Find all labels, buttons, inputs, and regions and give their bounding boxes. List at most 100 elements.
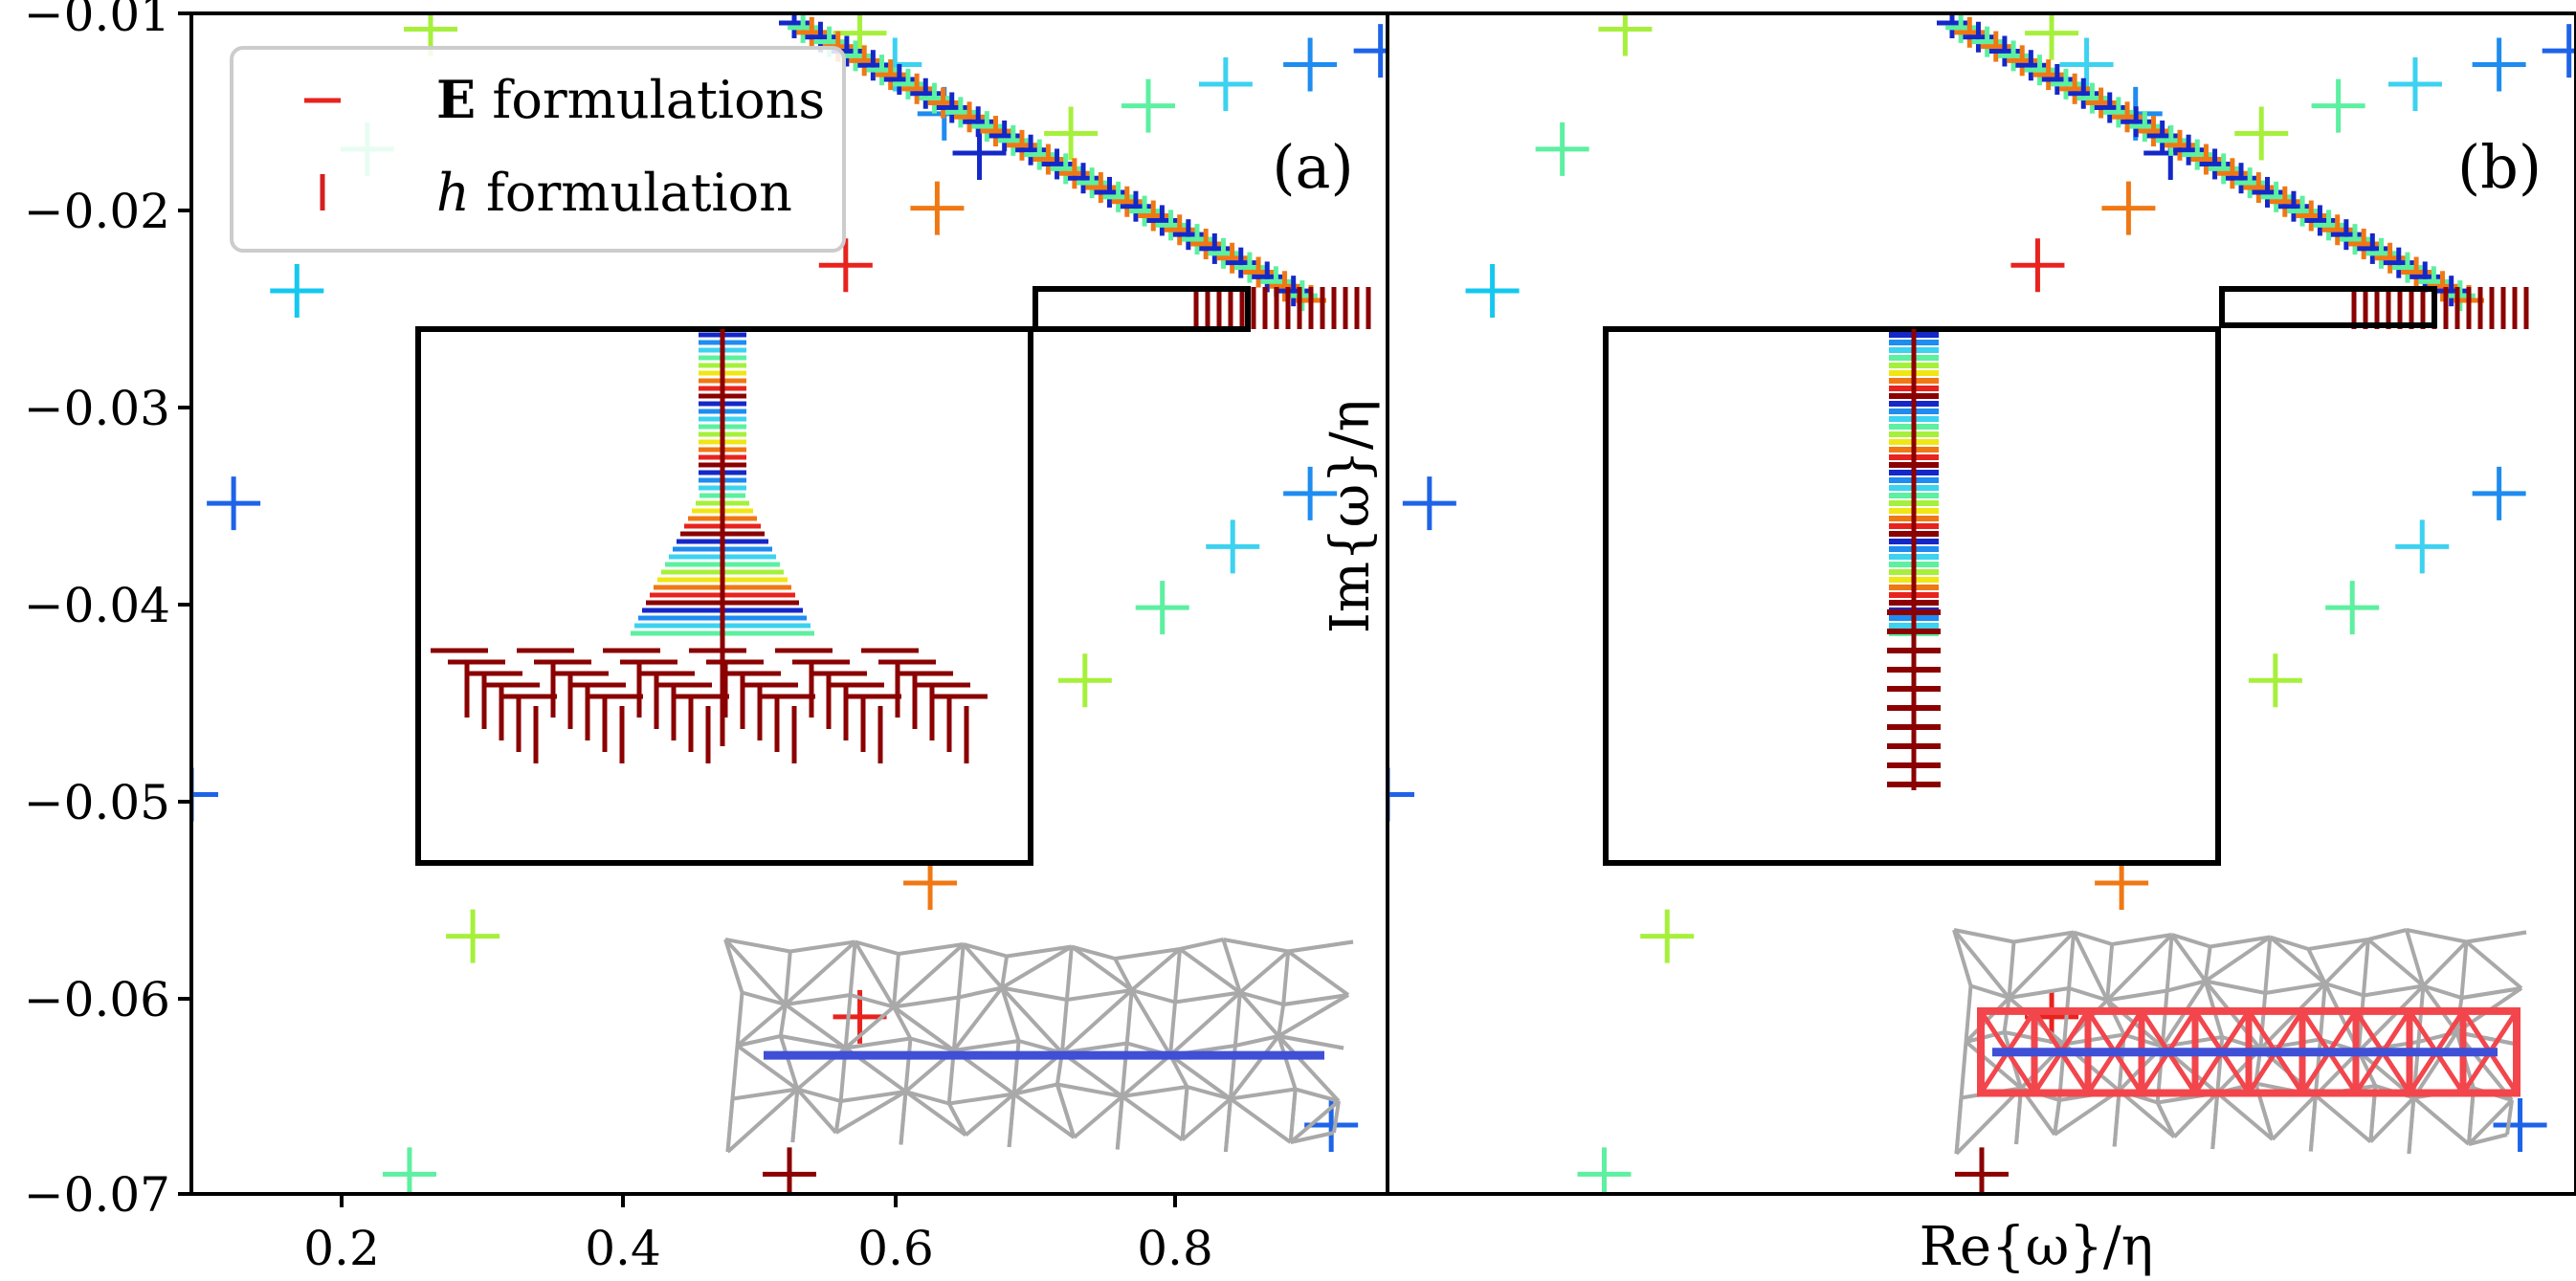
mesh-edge — [1168, 1054, 1189, 1088]
mesh-edge — [2171, 933, 2211, 949]
mesh-edge — [1012, 1050, 1064, 1096]
mesh-edge — [2203, 946, 2212, 982]
mesh-edge — [1007, 1093, 1016, 1148]
x-tick-label: 0.4 — [585, 1221, 661, 1276]
mesh-edge — [2356, 995, 2365, 1052]
mesh-edge — [2172, 1092, 2219, 1138]
mesh-edge — [899, 1091, 908, 1145]
mesh-edge — [1955, 1087, 2023, 1156]
mesh-edge — [1277, 1004, 1286, 1037]
mesh-edge — [725, 1098, 735, 1153]
mesh-edge — [2170, 933, 2208, 983]
mesh-edge — [1178, 947, 1242, 995]
mesh-edge — [2165, 934, 2174, 991]
mesh-edge — [952, 986, 1004, 1052]
mesh-edge — [2459, 941, 2469, 999]
mesh-edge — [892, 942, 966, 1008]
eigenvalue-marker — [2542, 24, 2576, 78]
mesh-edge — [840, 1090, 906, 1103]
mesh-edge — [2063, 1032, 2124, 1047]
panel-a-eigen-cluster — [779, 13, 1371, 329]
panel-a-plot — [191, 13, 1388, 1194]
mesh-edge — [789, 939, 855, 954]
y-tick-labels: −0.01 −0.02 −0.03 −0.04 −0.05 −0.06 −0.0… — [24, 0, 170, 1223]
mesh-edge — [2258, 992, 2268, 1049]
panel-a-mesh-diagram — [723, 938, 1354, 1154]
mesh-edge — [1059, 999, 1069, 1053]
eigenvalue-marker — [1535, 121, 1589, 176]
mesh-edge — [2407, 1097, 2416, 1155]
mesh-edge — [1952, 929, 1973, 987]
mesh-edge — [732, 1087, 798, 1101]
y-tick-label: −0.05 — [24, 775, 170, 830]
panel-b-inset-cluster — [1887, 329, 1941, 790]
mesh-edge — [1277, 993, 1350, 1038]
panel-b-zoom-region — [2219, 286, 2437, 328]
panel-b-inset — [1603, 286, 2437, 866]
mesh-edge — [1295, 1087, 1340, 1103]
mesh-edge — [2210, 935, 2271, 949]
mesh-edge — [1238, 991, 1280, 1038]
mesh-edge — [2014, 1088, 2024, 1145]
mesh-edge — [1332, 1100, 1341, 1134]
mesh-edge — [2466, 930, 2527, 944]
mesh-edge — [948, 1092, 1014, 1106]
mesh-edge — [2072, 931, 2109, 1002]
mesh-edge — [736, 1044, 799, 1092]
eigenvalue-marker — [1135, 581, 1189, 635]
mesh-edge — [1277, 1034, 1341, 1103]
mesh-edge — [2268, 935, 2327, 985]
mesh-edge — [1239, 990, 1284, 1006]
mesh-edge — [845, 1036, 911, 1050]
mesh-edge — [1130, 947, 1182, 992]
mesh-edge — [1230, 1087, 1296, 1101]
panel-b-label: (b) — [2457, 132, 2542, 202]
mesh-edge — [2002, 997, 2011, 1033]
mesh-edge — [1221, 939, 1242, 994]
mesh-edge — [1121, 1085, 1188, 1098]
mesh-edge — [2053, 1099, 2062, 1136]
mesh-edge — [2215, 1091, 2275, 1141]
x-tick-labels: 0.2 0.4 0.6 0.8 — [303, 1221, 1213, 1276]
mesh-edge — [834, 1090, 907, 1135]
mesh-edge — [1113, 958, 1134, 991]
mesh-edge — [833, 1100, 843, 1134]
mesh-edge — [1071, 944, 1116, 961]
mesh-edge — [795, 1088, 838, 1135]
eigenvalue-marker — [1402, 476, 1456, 531]
mesh-edge — [2406, 928, 2467, 944]
mesh-edge — [953, 1039, 1019, 1052]
legend-h-italic: h — [436, 163, 470, 223]
mesh-edge — [2412, 1095, 2471, 1146]
mesh-edge — [2308, 1094, 2318, 1152]
mesh-edge — [963, 942, 1008, 959]
y-tick-label: −0.01 — [24, 0, 170, 42]
mesh-edge — [2404, 929, 2426, 987]
mesh-edge — [909, 1036, 955, 1052]
mesh-edge — [855, 939, 899, 956]
mesh-edge — [1121, 1094, 1184, 1142]
mesh-edge — [790, 1089, 800, 1143]
eigenvalue-marker — [1388, 767, 1414, 822]
mesh-edge — [2505, 1099, 2514, 1136]
mesh-edge — [1287, 949, 1350, 997]
eigenvalue-marker — [207, 476, 261, 531]
mesh-edge — [2105, 933, 2174, 1002]
eigenvalue-marker — [1121, 78, 1175, 133]
mesh-edge — [892, 1005, 955, 1052]
mesh-edge — [723, 939, 744, 994]
mesh-edge — [1013, 1082, 1058, 1096]
eigenvalue-marker — [1640, 909, 1695, 963]
mesh-edge — [778, 1035, 800, 1091]
mesh-edge — [1012, 1092, 1076, 1139]
mesh-edge — [2068, 986, 2108, 1003]
eigenvalue-marker — [2387, 57, 2442, 112]
mesh-edge — [783, 951, 792, 1005]
mesh-edge — [2368, 1096, 2415, 1143]
eigenvalue-marker — [1044, 106, 1099, 161]
legend-h-rest: formulation — [470, 163, 792, 223]
eigenvalue-marker — [2493, 1098, 2547, 1153]
mesh-edge — [1289, 1099, 1341, 1144]
mesh-edge — [1070, 944, 1133, 992]
mesh-edge — [1130, 988, 1172, 1057]
